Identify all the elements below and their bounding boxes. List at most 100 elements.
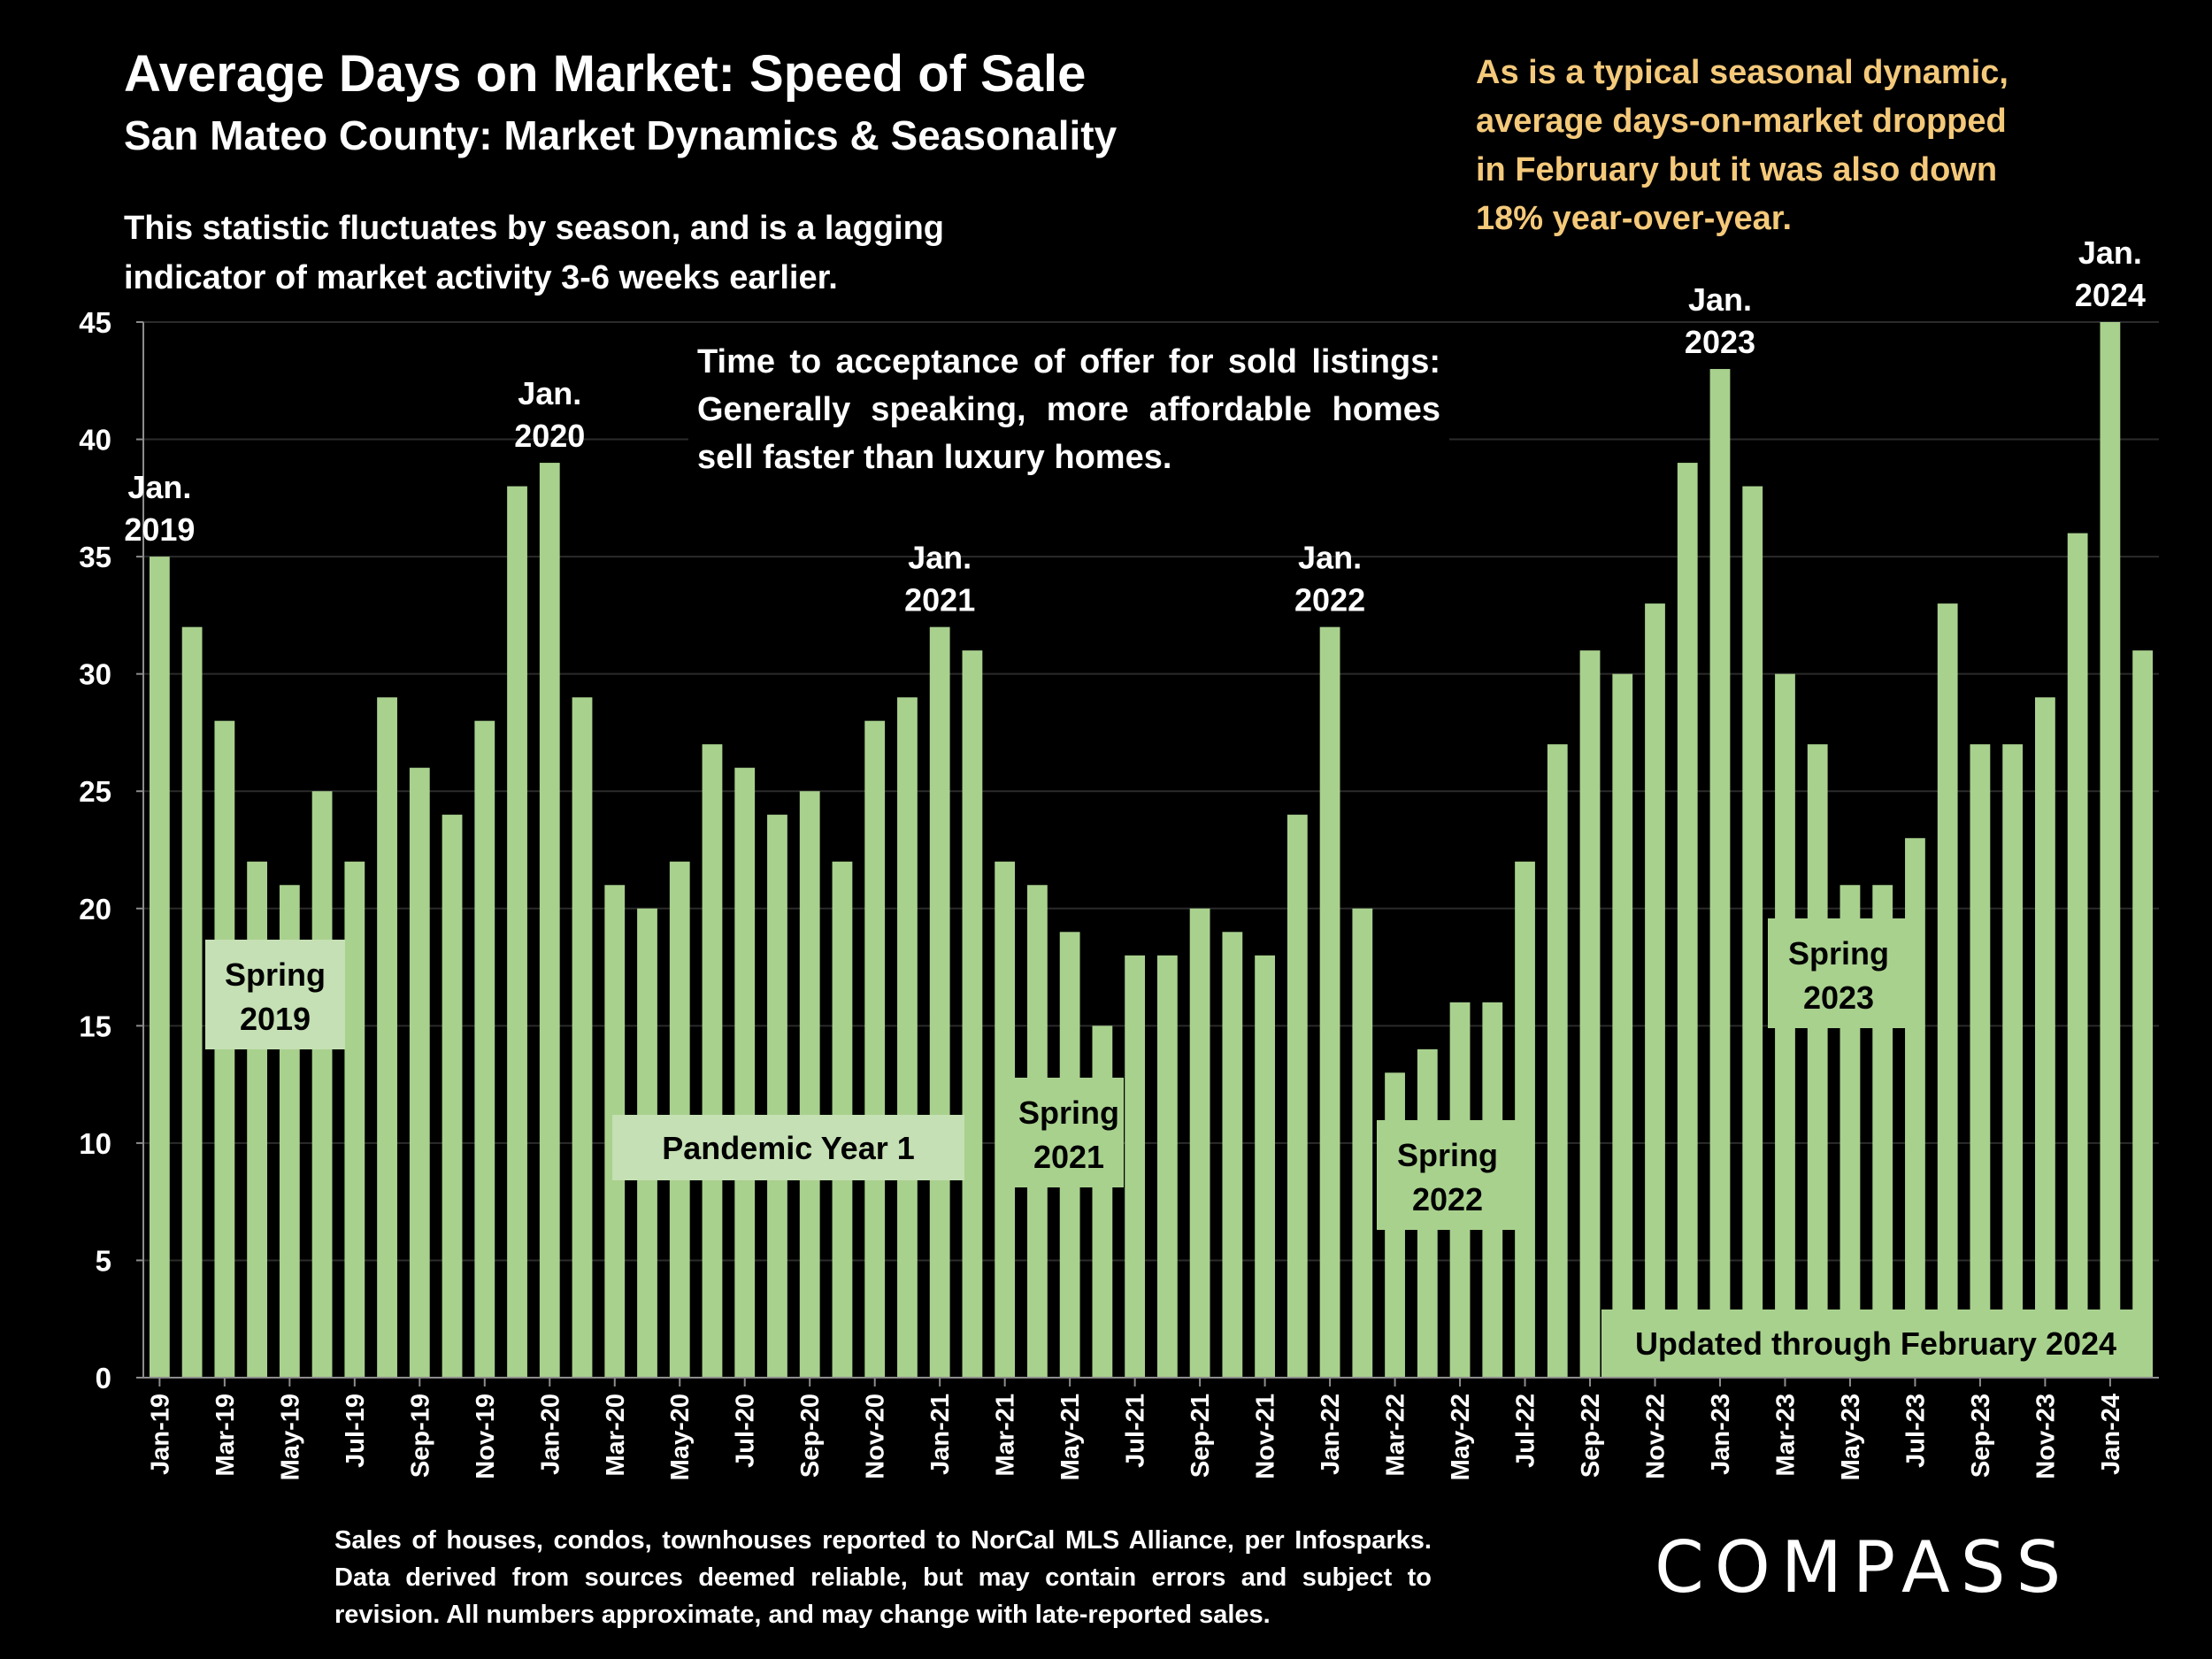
y-tick-label: 25 bbox=[79, 775, 111, 808]
peak-label-line1: Jan. bbox=[2078, 234, 2142, 271]
x-tick-label: Nov-19 bbox=[472, 1394, 500, 1479]
bar bbox=[344, 861, 365, 1378]
y-tick-label: 40 bbox=[79, 424, 111, 457]
x-tick-label: Sep-21 bbox=[1187, 1394, 1215, 1478]
x-tick-label: May-20 bbox=[666, 1394, 695, 1480]
bar bbox=[1905, 838, 1925, 1378]
x-tick-label: Mar-23 bbox=[1771, 1394, 1800, 1477]
bar bbox=[409, 767, 430, 1378]
label-box-line2: 2019 bbox=[240, 1001, 311, 1037]
label-box bbox=[1014, 1078, 1124, 1187]
bar bbox=[181, 626, 203, 1378]
bar bbox=[995, 861, 1016, 1378]
x-tick-label: May-23 bbox=[1837, 1394, 1865, 1480]
label-box bbox=[1377, 1120, 1518, 1230]
x-tick-label: Sep-19 bbox=[406, 1394, 434, 1478]
x-tick-label: Jan-20 bbox=[536, 1394, 565, 1475]
bar bbox=[767, 814, 787, 1378]
bar bbox=[799, 791, 820, 1378]
y-tick-label: 0 bbox=[96, 1362, 111, 1394]
x-tick-label: Jul-19 bbox=[342, 1394, 370, 1468]
chart-description: This statistic fluctuates by season, and… bbox=[124, 210, 945, 296]
x-tick-label: Mar-20 bbox=[602, 1394, 630, 1477]
bar bbox=[1319, 626, 1340, 1378]
y-tick-label: 15 bbox=[79, 1010, 111, 1042]
bar bbox=[474, 720, 495, 1378]
inset-note: Time to acceptance of offer for sold lis… bbox=[688, 338, 1449, 481]
bar bbox=[2002, 744, 2024, 1378]
compass-logo: COMPASS bbox=[1655, 1526, 2072, 1609]
bar bbox=[311, 791, 333, 1378]
bar bbox=[1286, 814, 1308, 1378]
bar bbox=[1937, 603, 1958, 1378]
y-axis-ticks: 0 5 10 15 20 25 30 35 40 45 bbox=[79, 306, 143, 1394]
x-tick-label: Sep-22 bbox=[1577, 1394, 1605, 1478]
bar bbox=[864, 720, 886, 1378]
spring-2021-label: Spring 2021 bbox=[1014, 1078, 1124, 1187]
bar bbox=[149, 557, 170, 1378]
bar bbox=[1222, 932, 1243, 1378]
peak-label-line2: 2021 bbox=[904, 582, 975, 618]
bar bbox=[1645, 603, 1665, 1378]
bar bbox=[1125, 955, 1146, 1378]
bar bbox=[1677, 463, 1698, 1378]
x-tick-label: Jan-22 bbox=[1317, 1394, 1345, 1475]
bar bbox=[2067, 533, 2088, 1378]
peak-label-line1: Jan. bbox=[127, 469, 191, 505]
chart-subtitle: San Mateo County: Market Dynamics & Seas… bbox=[124, 112, 1118, 158]
x-tick-label: Mar-19 bbox=[211, 1394, 240, 1477]
label-box bbox=[612, 1115, 964, 1180]
label-box-line2: 2022 bbox=[1412, 1181, 1483, 1217]
label-box-line1: Updated through February 2024 bbox=[1635, 1325, 2116, 1362]
bar bbox=[1970, 744, 1991, 1378]
label-box-line1: Spring bbox=[225, 956, 326, 993]
bar bbox=[897, 697, 918, 1378]
bar bbox=[929, 626, 950, 1378]
peak-label-line2: 2020 bbox=[514, 418, 585, 454]
label-box-line1: Spring bbox=[1788, 935, 1889, 972]
updated-through-label: Updated through February 2024 bbox=[1601, 1310, 2150, 1377]
y-tick-label: 20 bbox=[79, 893, 111, 926]
chart-title: Average Days on Market: Speed of Sale bbox=[124, 45, 1087, 103]
y-tick-label: 5 bbox=[96, 1244, 111, 1277]
bar bbox=[539, 463, 560, 1378]
peak-label-line1: Jan. bbox=[1688, 281, 1752, 318]
bar bbox=[1579, 650, 1601, 1378]
y-tick-label: 35 bbox=[79, 541, 111, 573]
peak-labels: Jan. 2019 Jan. 2020 Jan. 2021 Jan. 2022 Jan. 2023… bbox=[124, 234, 2146, 618]
spring-2019-label: Spring 2019 bbox=[205, 940, 345, 1049]
x-tick-label: Sep-23 bbox=[1967, 1394, 1995, 1478]
label-box bbox=[1768, 918, 1909, 1028]
label-box bbox=[1601, 1310, 2150, 1377]
peak-label-line2: 2022 bbox=[1294, 582, 1365, 618]
bar bbox=[507, 486, 527, 1378]
pandemic-year-1-label: Pandemic Year 1 bbox=[612, 1115, 964, 1180]
label-box-line2: 2023 bbox=[1803, 979, 1874, 1016]
x-tick-label: Jan-21 bbox=[926, 1394, 955, 1475]
y-tick-label: 30 bbox=[79, 658, 111, 691]
bar bbox=[1189, 908, 1210, 1378]
x-tick-label: May-19 bbox=[276, 1394, 304, 1480]
y-tick-label: 10 bbox=[79, 1127, 111, 1160]
source-note: Sales of houses, condos, townhouses repo… bbox=[334, 1526, 1432, 1629]
x-tick-label: Jan-19 bbox=[146, 1394, 174, 1475]
x-tick-label: Mar-21 bbox=[992, 1394, 1020, 1477]
bar bbox=[1709, 369, 1731, 1378]
peak-label-line1: Jan. bbox=[518, 375, 581, 411]
bar bbox=[702, 744, 723, 1378]
x-tick-label: May-21 bbox=[1056, 1394, 1085, 1480]
x-tick-label: Nov-22 bbox=[1642, 1394, 1671, 1479]
bar bbox=[734, 767, 756, 1378]
spring-2022-label: Spring 2022 bbox=[1377, 1120, 1518, 1230]
x-tick-label: Mar-22 bbox=[1382, 1394, 1410, 1477]
peak-label-line2: 2024 bbox=[2075, 277, 2146, 313]
x-tick-label: Jan-23 bbox=[1707, 1394, 1735, 1475]
label-box-line1: Pandemic Year 1 bbox=[662, 1130, 915, 1166]
bar bbox=[1547, 744, 1568, 1378]
x-tick-label: Jul-22 bbox=[1512, 1394, 1540, 1468]
bar bbox=[572, 697, 593, 1378]
x-tick-label: Jul-20 bbox=[732, 1394, 760, 1468]
x-tick-label: Nov-21 bbox=[1252, 1394, 1280, 1479]
